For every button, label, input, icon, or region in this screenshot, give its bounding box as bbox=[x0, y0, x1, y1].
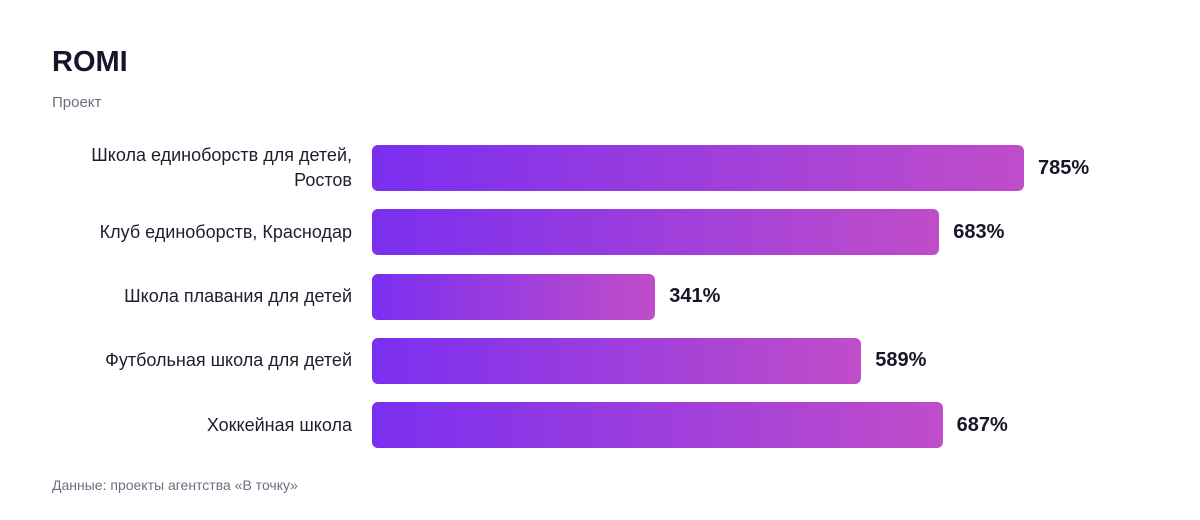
category-label: Клуб единоборств, Краснодар bbox=[99, 221, 352, 242]
bar bbox=[372, 337, 862, 384]
value-label: 687% bbox=[956, 413, 1008, 436]
category-label: Футбольная школа для детей bbox=[105, 350, 352, 371]
category-label: Школа единоборств для детей, Ростов bbox=[91, 145, 352, 190]
category-label: Школа плавания для детей bbox=[124, 286, 352, 307]
source-note: Данные: проекты агентства «В точку» bbox=[52, 477, 298, 493]
category-label: Хоккейная школа bbox=[206, 414, 352, 435]
bar bbox=[372, 273, 656, 320]
value-label: 683% bbox=[953, 220, 1005, 243]
bar bbox=[372, 402, 943, 449]
bar bbox=[372, 145, 1024, 191]
chart-title: ROMI bbox=[52, 46, 128, 78]
chart-subtitle: Проект bbox=[52, 94, 102, 111]
value-label: 785% bbox=[1038, 156, 1090, 179]
value-label: 589% bbox=[875, 349, 927, 372]
value-label: 341% bbox=[669, 285, 721, 308]
bar bbox=[372, 209, 940, 256]
